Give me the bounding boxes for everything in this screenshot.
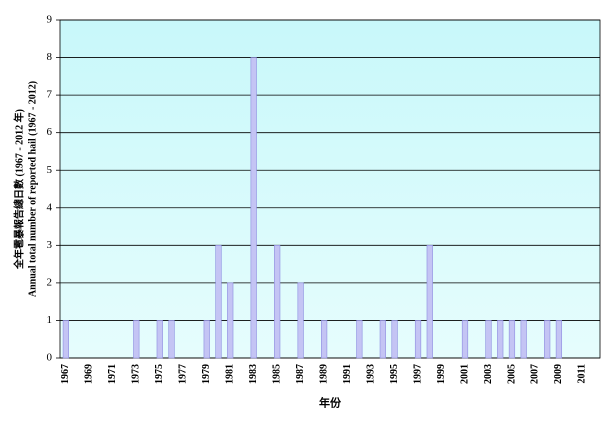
x-tick-label: 2005: [506, 364, 517, 384]
bar: [508, 320, 516, 359]
x-tick-label: 1985: [271, 364, 282, 384]
y-tick-label: 6: [47, 126, 53, 138]
bar: [555, 320, 563, 359]
x-tick-label: 1995: [389, 364, 400, 384]
x-tick-label: 1997: [412, 364, 423, 384]
x-tick-label: 1981: [225, 364, 236, 384]
x-tick-label: 1977: [178, 364, 189, 384]
x-axis-label: 年份: [319, 396, 342, 410]
plot-area: [59, 19, 601, 359]
bar: [227, 282, 234, 359]
bar: [215, 245, 222, 359]
bar: [461, 320, 469, 359]
bar: [544, 320, 551, 359]
x-tick-label: 2011: [577, 364, 588, 383]
y-tick-label: 9: [47, 14, 53, 26]
y-tick-label: 5: [47, 164, 53, 176]
x-tick-label: 1993: [365, 364, 376, 384]
bar: [203, 320, 210, 359]
x-tick-label: 2003: [483, 364, 494, 384]
bar: [297, 282, 304, 359]
bar: [321, 320, 328, 359]
bar: [356, 320, 363, 359]
x-tick-label: 2007: [530, 364, 541, 384]
bar: [62, 320, 69, 359]
bar: [497, 320, 504, 359]
bar: [426, 245, 433, 359]
bar: [274, 245, 281, 359]
bar: [485, 320, 492, 359]
bar: [391, 320, 398, 359]
bar: [168, 320, 175, 359]
x-tick-label: 1971: [107, 364, 118, 384]
bar: [156, 320, 163, 359]
bar: [133, 320, 140, 359]
y-axis-label-en: Annual total number of reported hail (19…: [27, 81, 38, 297]
y-tick-label: 4: [47, 201, 53, 213]
bar: [520, 320, 527, 359]
y-axis-label-zh: 全年雹暴報告總日數 (1967 - 2012 年): [12, 109, 25, 270]
y-tick-label: 8: [47, 51, 53, 63]
y-tick-label: 2: [47, 276, 53, 288]
bar: [379, 320, 386, 359]
y-tick-label: 7: [47, 89, 53, 101]
x-tick-label: 1983: [248, 364, 259, 384]
bar: [414, 320, 422, 359]
x-tick-label: 1967: [60, 364, 71, 384]
y-tick-label: 0: [47, 352, 53, 364]
x-tick-label: 1979: [201, 364, 212, 384]
y-tick-label: 1: [47, 314, 53, 326]
x-tick-label: 1973: [131, 364, 142, 384]
x-tick-label: 1991: [342, 364, 353, 384]
x-tick-label: 2009: [553, 364, 564, 384]
y-tick-label: 3: [47, 239, 53, 251]
x-tick-label: 2001: [459, 364, 470, 384]
x-tick-label: 1975: [154, 364, 165, 384]
x-tick-label: 1989: [318, 364, 329, 384]
bar: [250, 57, 257, 359]
x-tick-label: 1987: [295, 364, 306, 384]
x-tick-label: 1969: [84, 364, 95, 384]
x-tick-label: 1999: [436, 364, 447, 384]
